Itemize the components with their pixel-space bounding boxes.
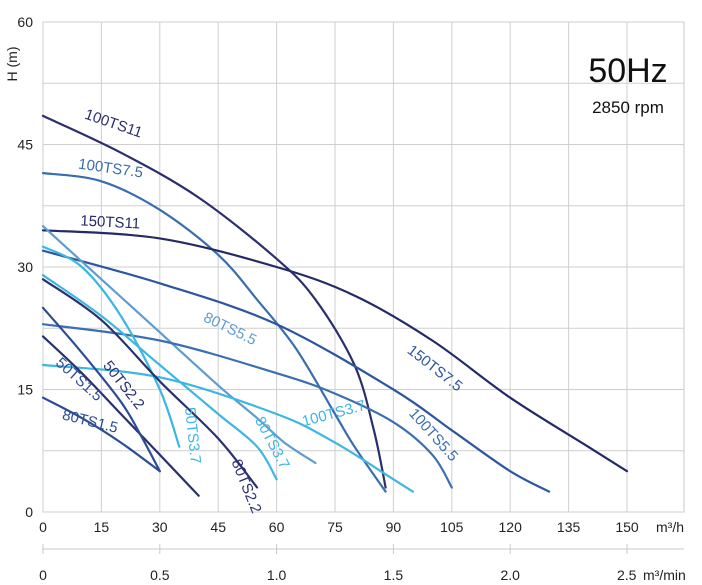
x-tick-label: 30 [152,519,168,535]
curve-100ts3-7 [41,363,414,493]
curve-labels: 100TS11100TS7.5150TS11150TS7.580TS5.5100… [52,106,465,516]
curves [41,114,629,497]
x-tick-label: 135 [557,519,581,535]
curve-50ts2-2 [41,335,200,497]
x2-tick-label: 2.5 [617,567,637,583]
curve-label-80ts1-5: 80TS1.5 [61,407,120,437]
x-tick-label: 105 [440,519,464,535]
x-tick-label: 0 [39,519,47,535]
chart-title: 50Hz [588,52,667,90]
curve-label-150ts11: 150TS11 [80,212,141,232]
curve-label-100ts11: 100TS11 [82,106,144,142]
curve-150ts11 [41,229,629,473]
curve-100ts5-5 [41,323,453,489]
x-tick-label: 15 [94,519,110,535]
x2-tick-label: 1.0 [267,567,287,583]
y-axis-label: H (m) [4,47,20,82]
x2-tick-label: 1.5 [384,567,404,583]
x2-tick-label: 0.5 [150,567,170,583]
y-tick-label: 0 [25,504,33,520]
x-tick-label: 45 [210,519,226,535]
curve-150ts7-5 [41,249,551,493]
curve-80ts2-2 [41,278,259,489]
grid [42,21,685,513]
secondary-x-axis: 0 0.5 1.0 1.5 2.0 2.5 m³/min [39,544,686,583]
x-tick-label: 90 [386,519,402,535]
y-tick-labels: 0 15 30 45 60 [17,14,33,520]
curve-80ts5-5 [41,225,317,465]
chart-subtitle: 2850 rpm [592,98,664,117]
x-tick-label: 60 [269,519,285,535]
curve-label-50ts3-7: 50TS3.7 [181,406,204,464]
y-tick-label: 30 [17,259,33,275]
x2-tick-label: 2.0 [500,567,520,583]
curve-label-50ts1-5: 50TS1.5 [52,354,106,405]
x-axis-unit: m³/h [656,519,684,535]
x-tick-labels: 0 15 30 45 60 75 90 105 120 135 150 [39,519,639,535]
y-tick-label: 45 [17,137,33,153]
x-tick-label: 120 [499,519,523,535]
y-tick-label: 60 [17,14,33,30]
y-tick-label: 15 [17,382,33,398]
curve-label-150ts7-5: 150TS7.5 [404,342,466,395]
curve-label-100ts3-7: 100TS3.7 [300,397,367,430]
x2-tick-label: 0 [39,567,47,583]
curve-label-80ts2-2: 80TS2.2 [228,457,265,516]
curve-80ts3-7 [41,274,278,481]
curve-label-80ts5-5: 80TS5.5 [201,309,259,349]
curve-80ts1-5 [41,396,161,473]
x2-axis-unit: m³/min [643,567,686,583]
curve-100ts7-5 [41,172,387,493]
x-tick-label: 75 [327,519,343,535]
curve-50ts3-7 [41,245,181,448]
x-tick-label: 150 [615,519,639,535]
curve-50ts1-5 [41,306,161,473]
